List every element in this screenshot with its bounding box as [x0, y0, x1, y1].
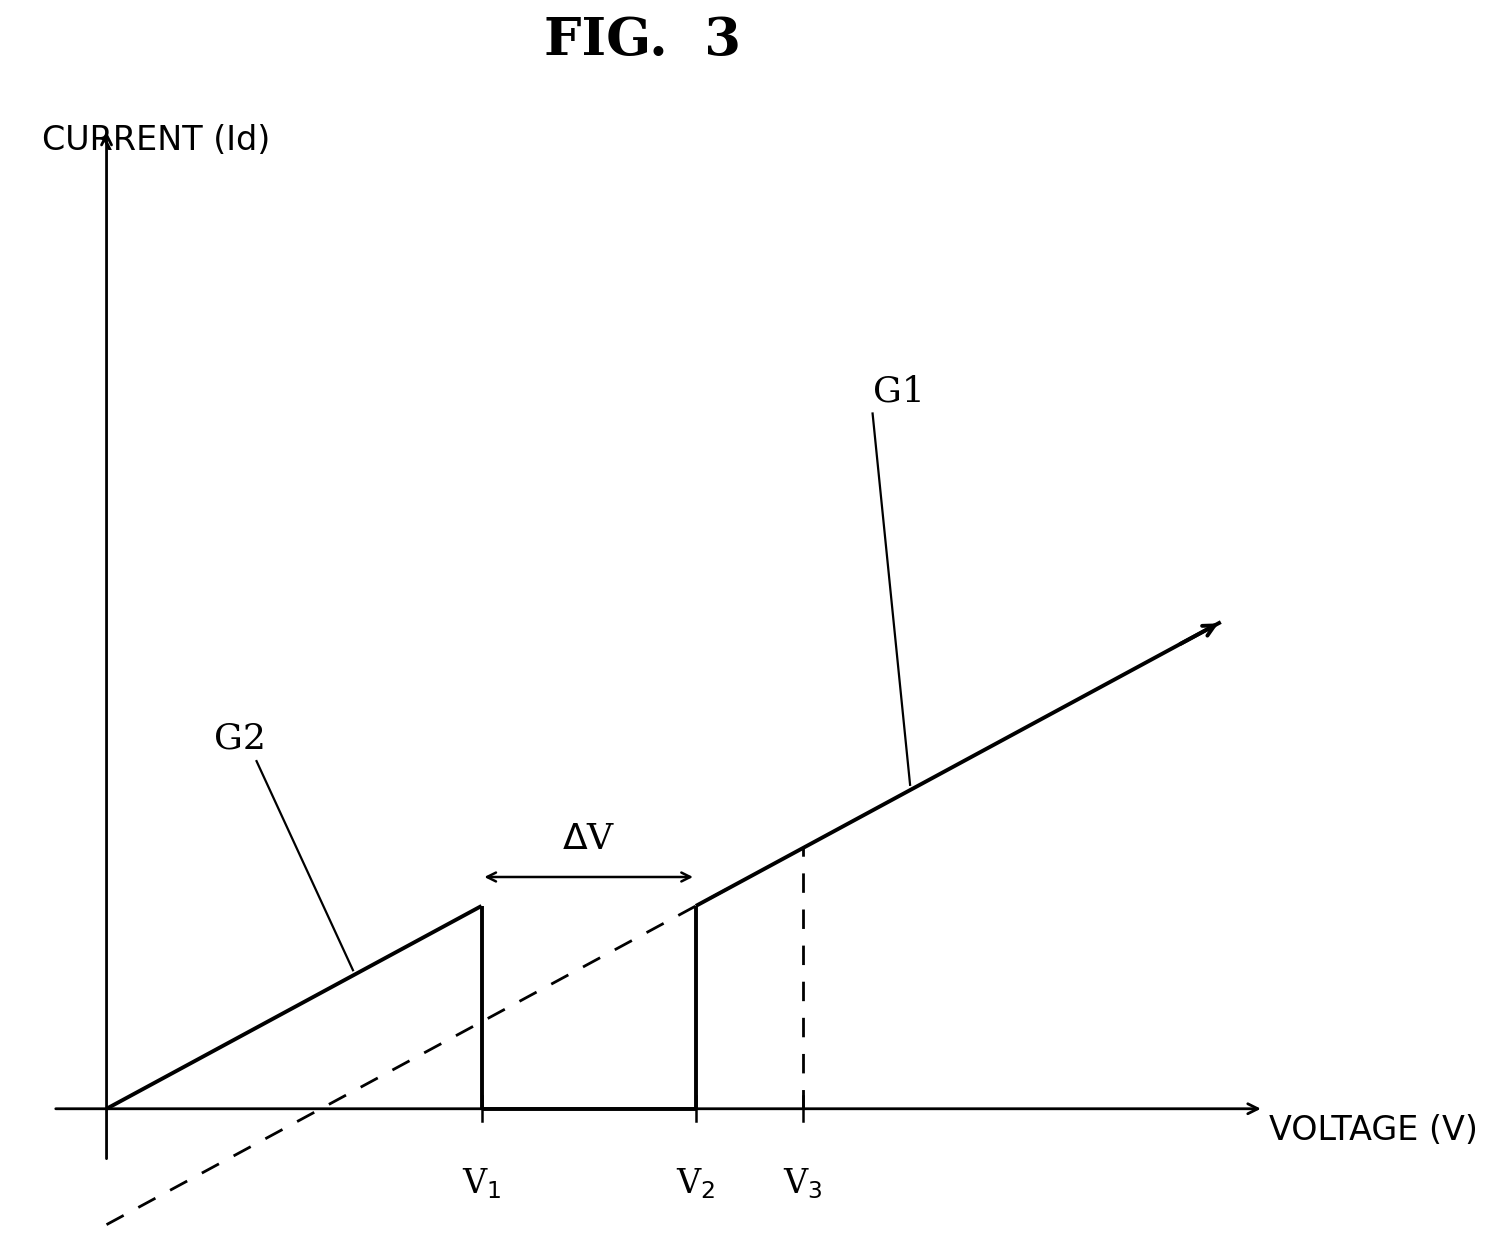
- Text: G2: G2: [213, 722, 266, 756]
- Text: V$_1$: V$_1$: [462, 1167, 501, 1202]
- Text: V$_2$: V$_2$: [676, 1167, 716, 1202]
- Text: $\Delta$V: $\Delta$V: [562, 821, 615, 855]
- Text: VOLTAGE (V): VOLTAGE (V): [1269, 1114, 1478, 1147]
- Text: CURRENT (Id): CURRENT (Id): [42, 124, 270, 157]
- Text: FIG.  3: FIG. 3: [543, 15, 741, 65]
- Text: V$_3$: V$_3$: [783, 1167, 822, 1202]
- Text: G1: G1: [873, 374, 924, 408]
